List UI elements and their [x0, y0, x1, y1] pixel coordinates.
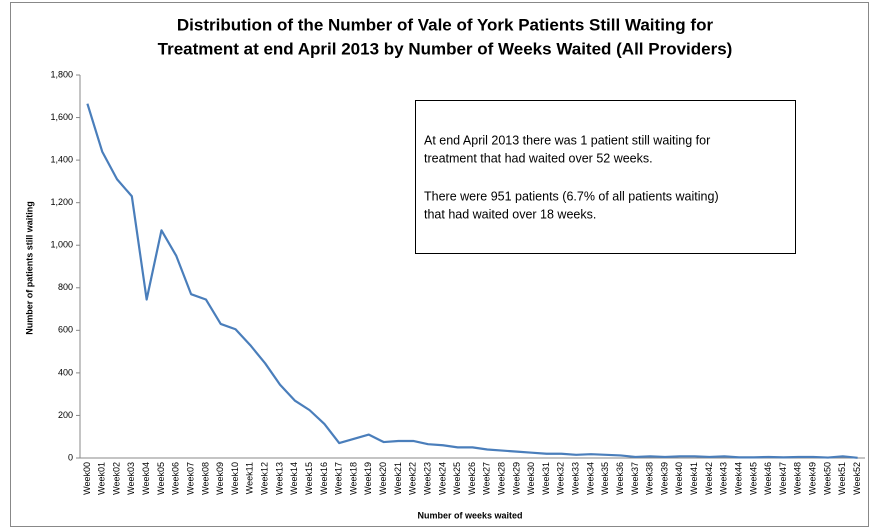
x-tick-label: Week44 [733, 462, 743, 495]
y-tick-label: 1,600 [50, 112, 73, 122]
x-tick-label: Week36 [615, 462, 625, 495]
x-tick-label: Week16 [319, 462, 329, 495]
x-tick-label: Week19 [363, 462, 373, 495]
x-tick-label: Week25 [452, 462, 462, 495]
x-tick-label: Week41 [689, 462, 699, 495]
x-tick-label: Week42 [704, 462, 714, 495]
x-tick-label: Week51 [837, 462, 847, 495]
y-tick-label: 200 [58, 410, 73, 420]
x-tick-label: Week49 [808, 462, 818, 495]
x-tick-label: Week38 [645, 462, 655, 495]
x-tick-label: Week37 [630, 462, 640, 495]
x-tick-label: Week24 [437, 462, 447, 495]
x-tick-label: Week09 [215, 462, 225, 495]
x-tick-label: Week04 [141, 462, 151, 495]
x-tick-label: Week39 [659, 462, 669, 495]
line-series [86, 103, 858, 459]
x-tick-label: Week48 [793, 462, 803, 495]
y-axis-label: Number of patients still waiting [24, 201, 34, 335]
x-tick-label: Week29 [511, 462, 521, 495]
y-tick-label: 600 [58, 325, 73, 335]
x-tick-label: Week32 [556, 462, 566, 495]
x-tick-label: Week20 [378, 462, 388, 495]
x-tick-label: Week21 [393, 462, 403, 495]
y-tick-label: 1,800 [50, 69, 73, 79]
x-tick-label: Week00 [82, 462, 92, 495]
x-tick-label: Week33 [571, 462, 581, 495]
x-tick-label: Week18 [348, 462, 358, 495]
annotation: treatment that had waited over 52 weeks. [424, 151, 653, 165]
x-tick-label: Week11 [245, 462, 255, 494]
x-tick-label: Week28 [496, 462, 506, 495]
x-tick-label: Week07 [185, 462, 195, 495]
annotation: There were 951 patients (6.7% of all pat… [424, 189, 719, 203]
x-tick-label: Week26 [467, 462, 477, 495]
x-tick-label: Week52 [852, 462, 862, 495]
x-tick-label: Week10 [230, 462, 240, 495]
x-tick-label: Week01 [97, 462, 107, 495]
x-tick-label: Week27 [482, 462, 492, 495]
x-tick-label: Week35 [600, 462, 610, 495]
x-tick-label: Week08 [200, 462, 210, 495]
x-tick-label: Week14 [289, 462, 299, 495]
x-tick-label: Week31 [541, 462, 551, 495]
x-tick-label: Week45 [748, 462, 758, 495]
x-tick-label: Week40 [674, 462, 684, 495]
chart-title: Distribution of the Number of Vale of Yo… [177, 15, 714, 34]
x-tick-label: Week13 [274, 462, 284, 495]
x-tick-label: Week30 [526, 462, 536, 495]
x-tick-label: Week23 [422, 462, 432, 495]
annotation: that had waited over 18 weeks. [424, 207, 596, 221]
x-tick-label: Week03 [126, 462, 136, 495]
x-tick-label: Week34 [585, 462, 595, 495]
x-tick-label: Week50 [822, 462, 832, 495]
y-tick-label: 1,400 [50, 154, 73, 164]
x-tick-label: Week06 [171, 462, 181, 495]
x-tick-label: Week22 [408, 462, 418, 495]
y-tick-label: 1,200 [50, 197, 73, 207]
x-tick-label: Week46 [763, 462, 773, 495]
x-tick-label: Week47 [778, 462, 788, 495]
x-tick-label: Week15 [304, 462, 314, 495]
y-tick-label: 0 [68, 452, 73, 462]
y-tick-label: 800 [58, 282, 73, 292]
annotation: At end April 2013 there was 1 patient st… [424, 133, 710, 147]
x-tick-label: Week02 [111, 462, 121, 495]
chart-frame [10, 2, 869, 527]
x-axis-label: Number of weeks waited [417, 510, 522, 520]
y-tick-label: 400 [58, 367, 73, 377]
annotation-box [415, 100, 796, 254]
chart-title: Treatment at end April 2013 by Number of… [158, 39, 733, 58]
x-tick-label: Week05 [156, 462, 166, 495]
x-tick-label: Week12 [260, 462, 270, 495]
x-tick-label: Week43 [719, 462, 729, 495]
x-tick-label: Week17 [334, 462, 344, 495]
y-tick-label: 1,000 [50, 240, 73, 250]
